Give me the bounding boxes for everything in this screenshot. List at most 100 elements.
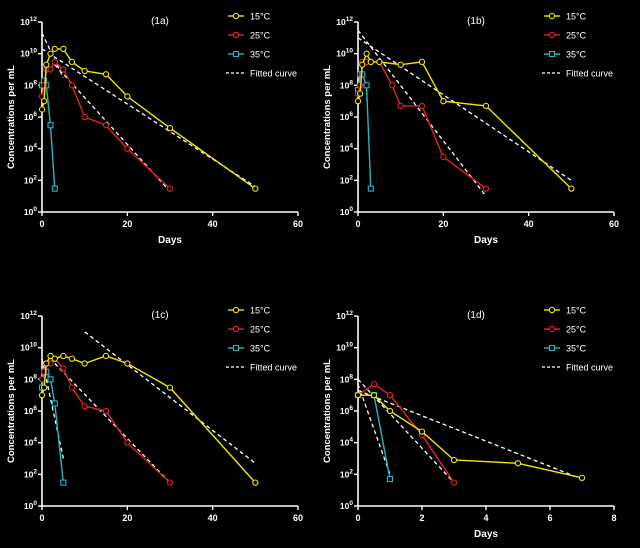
- x-tick-label: 60: [293, 513, 303, 523]
- data-point: [47, 376, 54, 383]
- data-point: [367, 185, 374, 192]
- data-point: [60, 45, 67, 53]
- data-point: [252, 479, 259, 486]
- y-tick-base: 10: [336, 49, 346, 59]
- y-tick-label: 100: [24, 500, 37, 511]
- x-tick-label: 40: [524, 219, 534, 229]
- y-tick-base: 10: [340, 501, 350, 511]
- data-point: [418, 428, 426, 435]
- y-tick-base: 10: [340, 406, 350, 416]
- y-tick-exponent: 8: [33, 79, 37, 86]
- y-tick-exponent: 4: [33, 143, 37, 150]
- data-point: [568, 185, 575, 192]
- y-tick-base: 10: [340, 438, 350, 448]
- y-tick-base: 10: [336, 343, 346, 353]
- y-axis-label: Concentrations per mL: [322, 65, 333, 169]
- y-tick-base: 10: [340, 80, 350, 90]
- fitted-curve: [357, 383, 391, 475]
- panel-1: 0 20 40 6010010210410610810101012DaysConcen…: [6, 12, 303, 247]
- data-point: [370, 392, 378, 399]
- data-point: [514, 460, 522, 467]
- data-point: [47, 122, 54, 129]
- data-point: [43, 61, 50, 68]
- data-point: [578, 474, 586, 481]
- y-tick-exponent: 12: [346, 16, 354, 23]
- data-point: [376, 58, 383, 66]
- y-tick-base: 10: [24, 144, 34, 154]
- y-tick-label: 102: [24, 174, 37, 185]
- data-point: [40, 82, 48, 89]
- y-tick-base: 10: [24, 438, 34, 448]
- y-tick-label: 104: [340, 437, 353, 448]
- fitted-curve: [54, 363, 171, 484]
- y-tick-exponent: 8: [349, 79, 353, 86]
- legend-marker: [232, 31, 240, 39]
- y-tick-label: 108: [340, 79, 353, 90]
- y-tick-label: 1012: [336, 16, 353, 27]
- x-tick-label: 20: [438, 219, 448, 229]
- fitted-curve: [357, 37, 572, 181]
- y-tick-label: 108: [340, 373, 353, 384]
- data-point: [450, 479, 458, 486]
- data-point: [51, 185, 58, 192]
- y-tick-base: 10: [340, 374, 350, 384]
- data-point: [51, 45, 58, 53]
- x-tick-label: 4: [483, 513, 488, 523]
- x-tick-label: 0: [355, 219, 360, 229]
- data-point: [388, 82, 396, 89]
- data-point: [166, 479, 174, 486]
- legend-label: Fitted curve: [250, 363, 297, 373]
- data-point: [43, 360, 50, 367]
- y-tick-base: 10: [340, 175, 350, 185]
- y-tick-label: 102: [340, 468, 353, 479]
- data-point: [166, 124, 174, 132]
- legend-marker: [232, 325, 240, 333]
- x-tick-label: 40: [208, 513, 218, 523]
- data-point: [60, 66, 67, 73]
- legend-label: 35°C: [566, 50, 587, 60]
- legend-label: Fitted curve: [566, 69, 613, 79]
- data-point: [124, 439, 131, 446]
- y-tick-exponent: 6: [33, 405, 37, 412]
- data-point: [166, 384, 174, 391]
- y-tick-base: 10: [24, 207, 34, 217]
- y-tick-exponent: 10: [346, 48, 354, 55]
- legend-label: 25°C: [566, 325, 587, 335]
- y-tick-base: 10: [340, 469, 350, 479]
- legend-marker: [548, 306, 556, 314]
- data-point: [386, 407, 394, 415]
- panel-label: (1d): [467, 310, 485, 321]
- legend-marker: [548, 50, 556, 58]
- y-tick-base: 10: [24, 175, 34, 185]
- fitted-curve: [357, 389, 583, 480]
- data-point: [68, 82, 76, 89]
- y-tick-exponent: 8: [33, 373, 37, 380]
- data-point: [252, 185, 259, 192]
- data-point: [51, 58, 58, 66]
- y-tick-label: 1010: [20, 48, 37, 59]
- y-tick-label: 106: [340, 111, 353, 122]
- data-point: [359, 61, 366, 68]
- y-tick-label: 1012: [20, 310, 37, 321]
- y-tick-label: 102: [24, 468, 37, 479]
- y-tick-base: 10: [24, 80, 34, 90]
- data-point: [47, 66, 54, 73]
- y-tick-exponent: 12: [30, 16, 38, 23]
- data-point: [386, 476, 394, 483]
- y-tick-label: 102: [340, 174, 353, 185]
- legend-label: 35°C: [250, 50, 271, 60]
- legend-label: 35°C: [250, 344, 271, 354]
- y-tick-label: 106: [24, 111, 37, 122]
- data-point: [102, 407, 110, 415]
- y-tick-exponent: 10: [30, 342, 38, 349]
- x-axis-label: Days: [474, 235, 498, 246]
- y-tick-label: 108: [24, 79, 37, 90]
- panel-2: 0 20 40 6010010210410610810101012DaysConcen…: [322, 12, 619, 247]
- data-point: [47, 352, 54, 360]
- fitted-curve: [357, 29, 487, 197]
- data-point: [81, 403, 88, 410]
- series-line: [41, 48, 256, 190]
- data-point: [51, 400, 58, 407]
- y-tick-exponent: 0: [349, 500, 353, 507]
